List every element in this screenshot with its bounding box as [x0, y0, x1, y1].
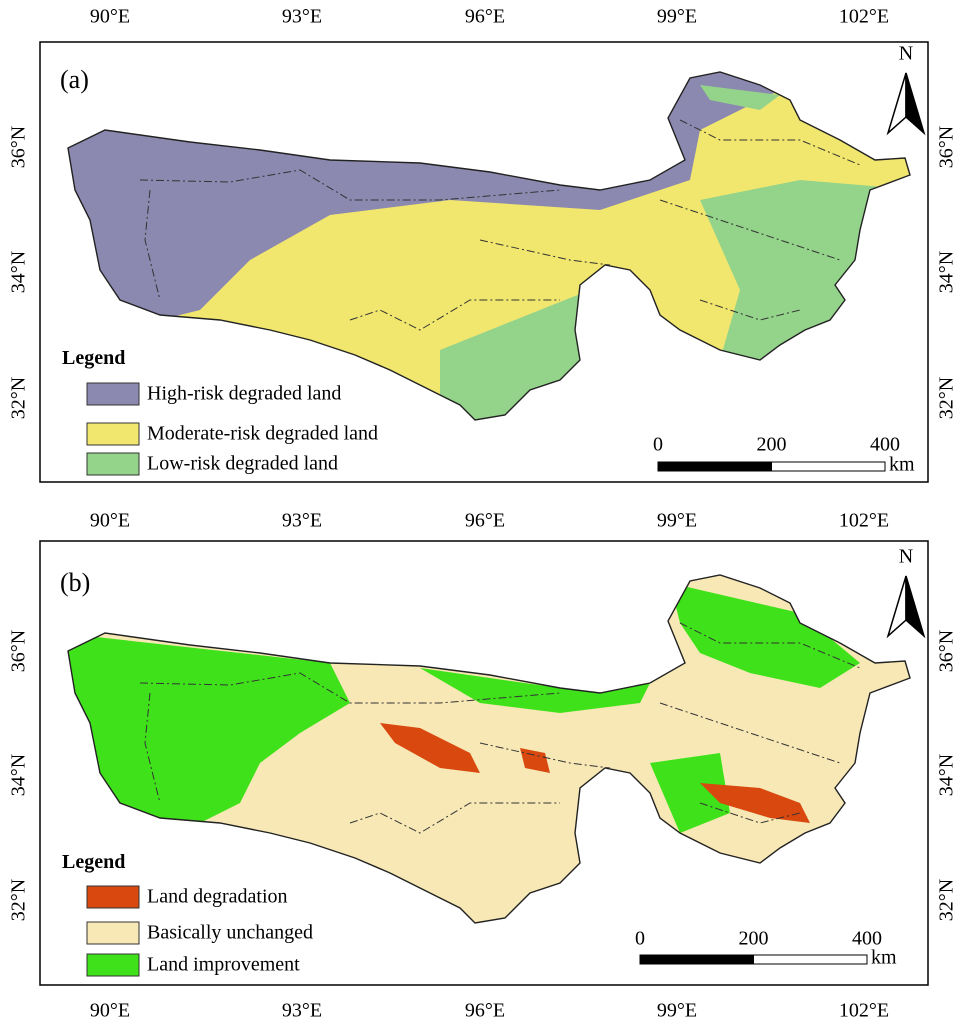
panel-a-map [39, 41, 929, 483]
scale-label: 400 [870, 434, 900, 456]
lon-label: 99°E [657, 6, 697, 28]
boundary-lines [139, 119, 861, 331]
scale-unit: km [889, 454, 915, 476]
lon-label: 90°E [90, 510, 130, 532]
improvement-area [420, 668, 650, 713]
degradation-area [380, 723, 480, 773]
lat-label: 34°N [936, 251, 958, 293]
north-arrow [905, 72, 926, 136]
lat-label: 32°N [936, 879, 958, 921]
legend-swatch [86, 382, 140, 406]
lat-label: 36°N [8, 630, 30, 672]
lon-label: 96°E [465, 510, 505, 532]
legend-swatch [86, 885, 140, 909]
lon-label: 102°E [839, 6, 889, 28]
legend-swatch [86, 422, 140, 446]
lon-label: 93°E [282, 6, 322, 28]
lon-label: 93°E [282, 1000, 322, 1022]
legend-label: Low-risk degraded land [147, 453, 338, 475]
north-arrow [886, 72, 907, 136]
panel-label: (a) [60, 65, 89, 94]
panel-label: (b) [60, 568, 90, 597]
lat-label: 34°N [8, 754, 30, 796]
lon-label: 99°E [657, 510, 697, 532]
lon-label: 102°E [839, 510, 889, 532]
legend-label: Land degradation [147, 886, 288, 908]
low-risk-area [700, 85, 780, 110]
lon-label: 90°E [90, 1000, 130, 1022]
north-arrow [905, 575, 926, 639]
lat-label: 36°N [936, 126, 958, 168]
north-label: N [899, 43, 913, 65]
lon-label: 96°E [465, 1000, 505, 1022]
legend-title: Legend [62, 347, 125, 369]
legend-swatch [86, 953, 140, 977]
legend-label: Basically unchanged [147, 922, 313, 944]
north-label: N [899, 546, 913, 568]
lon-label: 99°E [657, 1000, 697, 1022]
lat-label: 34°N [8, 251, 30, 293]
degradation-area [520, 748, 550, 773]
improvement-area [670, 583, 860, 688]
north-arrow [886, 575, 907, 639]
improvement-area [650, 753, 730, 833]
scale-bar-black [657, 461, 772, 472]
legend-label: High-risk degraded land [147, 383, 341, 405]
legend-swatch [86, 452, 140, 476]
scale-label: 200 [757, 434, 787, 456]
scale-bar-white [753, 954, 868, 965]
boundary-lines [139, 622, 861, 834]
improvement-area [68, 633, 350, 823]
lon-label: 102°E [839, 1000, 889, 1022]
scale-unit: km [871, 947, 897, 969]
scale-bar-white [771, 461, 886, 472]
scale-label: 400 [852, 928, 882, 950]
lat-label: 36°N [8, 126, 30, 168]
degradation-area [700, 783, 810, 823]
panel-b-map [39, 540, 929, 986]
map-frame [39, 540, 929, 986]
scale-label: 200 [739, 928, 769, 950]
legend-title: Legend [62, 851, 125, 873]
legend-label: Moderate-risk degraded land [147, 423, 378, 445]
scale-label: 0 [635, 928, 645, 950]
map-frame [39, 41, 929, 483]
lon-label: 90°E [90, 6, 130, 28]
lat-label: 34°N [936, 754, 958, 796]
scale-label: 0 [653, 434, 663, 456]
lat-label: 32°N [8, 879, 30, 921]
lat-label: 36°N [936, 630, 958, 672]
scale-bar-black [639, 954, 754, 965]
generated: 90°E 93°E 96°E 99°E 102°E 90°E 93°E 96°E 99°E 102… [8, 6, 958, 1022]
lon-label: 93°E [282, 510, 322, 532]
lon-label: 96°E [465, 6, 505, 28]
legend-label: Land improvement [147, 954, 300, 976]
lat-label: 32°N [936, 377, 958, 419]
lat-label: 32°N [8, 377, 30, 419]
legend-swatch [86, 921, 140, 945]
